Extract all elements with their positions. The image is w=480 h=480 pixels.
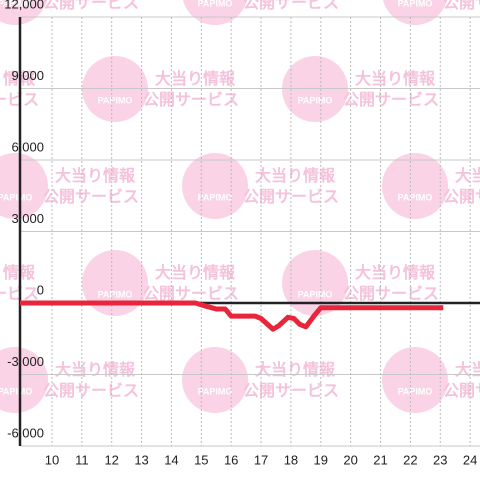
watermark-logo: PAPIMO (398, 386, 433, 396)
watermark-text: 大当り情報 (455, 166, 480, 185)
x-tick-label: 12 (104, 452, 118, 467)
watermarks: PAPIMO大当り情報公開サービスPAPIMO大当り情報公開サービスPAPIMO… (0, 0, 480, 413)
watermark-logo: PAPIMO (198, 0, 233, 8)
watermark-text: 公開サービス (43, 188, 139, 206)
line-series (20, 300, 444, 332)
y-tick-label: 12,000 (4, 0, 44, 11)
y-tick-label: -6,000 (7, 425, 44, 440)
y-tick-label: 9,000 (11, 68, 44, 83)
y-tick-label: 0 (37, 282, 44, 297)
watermark-logo: PAPIMO (298, 95, 333, 105)
watermark-text: 公開サービス (243, 382, 339, 400)
watermark-logo: PAPIMO (298, 289, 333, 299)
watermark-text: 大当り情報 (155, 263, 236, 282)
watermark-circle (382, 347, 448, 413)
watermark-text: 大当り情報 (0, 263, 36, 282)
x-tick-label: 11 (75, 452, 89, 467)
watermark-text: 大当り情報 (355, 69, 436, 88)
watermark-text: 大当り情報 (55, 166, 136, 185)
watermark-text: 大当り情報 (155, 69, 236, 88)
watermark-text: 大当り情報 (255, 166, 336, 185)
watermark-circle (0, 0, 48, 25)
watermark-logo: PAPIMO (0, 0, 32, 8)
watermark-text: 大当り情報 (455, 360, 480, 379)
watermark-circle (382, 0, 448, 25)
watermark-logo: PAPIMO (398, 0, 433, 8)
watermark-text: 公開サービス (43, 382, 139, 400)
watermark-logo: PAPIMO (98, 289, 133, 299)
watermark-text: 公開サービス (43, 0, 139, 12)
x-tick-label: 13 (134, 452, 148, 467)
watermark-text: 大当り情報 (55, 360, 136, 379)
y-tick-label: 6,000 (11, 139, 44, 154)
watermark-circle (282, 250, 348, 316)
watermark-text: 大当り情報 (0, 69, 36, 88)
x-tick-label: 15 (194, 452, 208, 467)
watermark-logo: PAPIMO (198, 386, 233, 396)
watermark-text: 公開サービス (143, 91, 239, 109)
x-tick-label: 23 (433, 452, 447, 467)
watermark-logo: PAPIMO (398, 192, 433, 202)
watermark-circle (0, 153, 48, 219)
y-tick-label: -3,000 (7, 354, 44, 369)
watermark-circle (82, 250, 148, 316)
watermark-text: 公開サービス (143, 285, 239, 303)
watermark-logo: PAPIMO (198, 192, 233, 202)
y-tick-label: 3,000 (11, 211, 44, 226)
watermark-text: 大当り情報 (355, 263, 436, 282)
watermark-circle (182, 347, 248, 413)
x-tick-label: 18 (284, 452, 298, 467)
watermark-text: 公開サービス (343, 91, 439, 109)
watermark-text: 公開サービス (443, 188, 480, 206)
x-tick-label: 14 (164, 452, 178, 467)
x-tick-label: 17 (254, 452, 268, 467)
x-tick-label: 16 (224, 452, 238, 467)
watermark-logo: PAPIMO (98, 95, 133, 105)
x-tick-label: 20 (343, 452, 357, 467)
x-tick-label: 10 (45, 452, 59, 467)
watermark-circle (182, 153, 248, 219)
watermark-circle (0, 347, 48, 413)
watermark-text: 公開サービス (243, 0, 339, 12)
x-tick-label: 24 (463, 452, 477, 467)
watermark-text: 公開サービス (343, 285, 439, 303)
watermark-circle (382, 153, 448, 219)
watermark-logo: PAPIMO (0, 386, 32, 396)
x-tick-label: 22 (403, 452, 417, 467)
watermark-text: 公開サービス (443, 0, 480, 12)
watermark-logo: PAPIMO (0, 192, 32, 202)
x-tick-label: 19 (314, 452, 328, 467)
watermark-text: 公開サービス (443, 382, 480, 400)
x-tick-label: 21 (373, 452, 387, 467)
watermark-text: 大当り情報 (255, 360, 336, 379)
